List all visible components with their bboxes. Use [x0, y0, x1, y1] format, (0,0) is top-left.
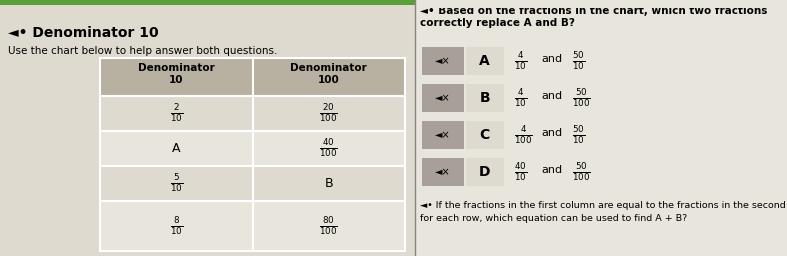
Text: A: A — [172, 142, 180, 155]
Text: C: C — [479, 128, 490, 142]
Text: $\frac{4}{10}$: $\frac{4}{10}$ — [514, 50, 527, 72]
Bar — [100, 166, 405, 201]
Bar — [0, 0, 415, 5]
Text: $\frac{5}{10}$: $\frac{5}{10}$ — [170, 173, 183, 195]
Bar — [100, 96, 405, 131]
Text: and: and — [541, 54, 563, 64]
Bar — [415, 0, 787, 256]
Text: $\frac{50}{100}$: $\frac{50}{100}$ — [571, 161, 590, 183]
Bar — [466, 84, 504, 112]
Text: ◄×: ◄× — [435, 167, 451, 177]
Bar — [415, 0, 787, 8]
Text: Denominator
10: Denominator 10 — [138, 63, 215, 85]
Bar — [100, 58, 405, 96]
Bar — [466, 158, 504, 186]
Bar — [0, 0, 415, 256]
Text: $\frac{20}{100}$: $\frac{20}{100}$ — [320, 103, 338, 124]
Text: and: and — [541, 165, 563, 175]
Bar — [466, 121, 504, 149]
Text: ◄×: ◄× — [435, 130, 451, 140]
Text: $\frac{50}{10}$: $\frac{50}{10}$ — [571, 50, 585, 72]
Bar — [422, 84, 464, 112]
Text: $\frac{4}{10}$: $\frac{4}{10}$ — [514, 87, 527, 109]
Text: $\frac{8}{10}$: $\frac{8}{10}$ — [170, 215, 183, 237]
Text: ◄• Denominator 10: ◄• Denominator 10 — [8, 26, 159, 40]
Text: Denominator
100: Denominator 100 — [290, 63, 367, 85]
Bar — [422, 47, 464, 75]
Text: ◄×: ◄× — [435, 93, 451, 103]
Text: $\frac{2}{10}$: $\frac{2}{10}$ — [170, 103, 183, 124]
Text: and: and — [541, 128, 563, 138]
Text: $\frac{4}{100}$: $\frac{4}{100}$ — [514, 124, 533, 146]
Bar — [100, 131, 405, 166]
Text: A: A — [479, 54, 490, 68]
Text: B: B — [479, 91, 490, 105]
Text: ◄• If the fractions in the first column are equal to the fractions in the second: ◄• If the fractions in the first column … — [419, 201, 787, 210]
Bar — [422, 158, 464, 186]
Text: B: B — [324, 177, 333, 190]
Text: and: and — [541, 91, 563, 101]
Bar — [100, 201, 405, 251]
Text: Use the chart below to help answer both questions.: Use the chart below to help answer both … — [8, 46, 277, 56]
Text: $\frac{50}{100}$: $\frac{50}{100}$ — [571, 87, 590, 109]
Text: $\frac{80}{100}$: $\frac{80}{100}$ — [320, 215, 338, 237]
Text: ◄×: ◄× — [435, 56, 451, 66]
Text: for each row, which equation can be used to find A + B?: for each row, which equation can be used… — [419, 214, 687, 223]
Text: D: D — [479, 165, 490, 179]
Bar — [422, 121, 464, 149]
Text: $\frac{40}{100}$: $\frac{40}{100}$ — [320, 137, 338, 159]
Text: $\frac{40}{10}$: $\frac{40}{10}$ — [514, 161, 527, 183]
Text: $\frac{50}{10}$: $\frac{50}{10}$ — [571, 124, 585, 146]
Text: ◄• Based on the fractions in the chart, which two fractions correctly replace A : ◄• Based on the fractions in the chart, … — [419, 6, 767, 28]
Bar — [466, 47, 504, 75]
